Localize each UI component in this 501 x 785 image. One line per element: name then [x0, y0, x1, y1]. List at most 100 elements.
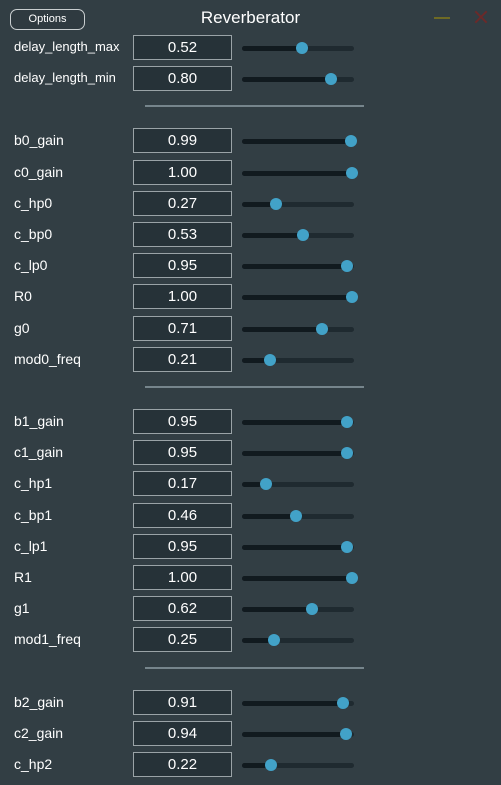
options-button[interactable]: Options — [10, 9, 85, 30]
param-row: delay_length_max 0.52 — [0, 34, 501, 65]
slider-thumb[interactable] — [296, 42, 309, 54]
param-row: g0 0.71 — [0, 315, 501, 346]
param-slider[interactable] — [242, 198, 354, 210]
slider-thumb[interactable] — [264, 759, 277, 771]
param-row: delay_length_min 0.80 — [0, 65, 501, 96]
param-slider[interactable] — [242, 291, 358, 303]
slider-fill — [242, 233, 302, 238]
param-value-field[interactable]: 0.17 — [133, 471, 232, 496]
param-label: c1_gain — [14, 444, 64, 460]
slider-thumb[interactable] — [340, 260, 353, 272]
param-value-field[interactable]: 0.25 — [133, 627, 232, 652]
slider-track — [242, 638, 354, 643]
param-slider[interactable] — [242, 697, 354, 709]
slider-thumb[interactable] — [339, 728, 352, 740]
minimize-icon[interactable] — [434, 17, 450, 19]
param-value-field[interactable]: 0.21 — [133, 347, 232, 372]
param-slider[interactable] — [242, 759, 354, 771]
param-value-field[interactable]: 0.52 — [133, 35, 232, 60]
param-row: R0 1.00 — [0, 283, 501, 314]
param-value-field[interactable]: 0.94 — [133, 721, 232, 746]
slider-thumb[interactable] — [259, 478, 272, 490]
param-value-field[interactable]: 0.80 — [133, 66, 232, 91]
param-value-field[interactable]: 1.00 — [133, 160, 232, 185]
slider-thumb[interactable] — [289, 510, 302, 522]
param-value-field[interactable]: 1.00 — [133, 565, 232, 590]
param-slider[interactable] — [242, 260, 354, 272]
param-row: mod0_freq 0.21 — [0, 346, 501, 377]
slider-fill — [242, 77, 332, 82]
param-slider[interactable] — [242, 510, 354, 522]
param-slider[interactable] — [242, 478, 354, 490]
slider-fill — [242, 327, 322, 332]
param-slider[interactable] — [242, 603, 354, 615]
slider-thumb[interactable] — [340, 447, 353, 459]
param-value-field[interactable]: 0.95 — [133, 409, 232, 434]
param-slider[interactable] — [242, 572, 358, 584]
param-label: c_lp0 — [14, 257, 48, 273]
slider-thumb[interactable] — [340, 416, 353, 428]
slider-thumb[interactable] — [340, 541, 353, 553]
param-value-field[interactable]: 1.00 — [133, 284, 232, 309]
param-slider[interactable] — [242, 135, 357, 147]
close-icon[interactable] — [472, 8, 490, 26]
param-slider[interactable] — [242, 416, 354, 428]
param-value-field[interactable]: 0.46 — [133, 503, 232, 528]
slider-thumb[interactable] — [336, 697, 349, 709]
param-label: b1_gain — [14, 413, 64, 429]
param-row: c_lp1 0.95 — [0, 533, 501, 564]
param-row: g1 0.62 — [0, 595, 501, 626]
param-label: b0_gain — [14, 132, 64, 148]
param-value-field[interactable]: 0.27 — [133, 191, 232, 216]
param-value-field[interactable]: 0.95 — [133, 253, 232, 278]
slider-thumb[interactable] — [270, 198, 283, 210]
param-value-field[interactable]: 0.71 — [133, 316, 232, 341]
slider-thumb[interactable] — [315, 323, 328, 335]
param-slider[interactable] — [242, 73, 354, 85]
param-value-field[interactable]: 0.95 — [133, 440, 232, 465]
param-value-field[interactable]: 0.91 — [133, 690, 232, 715]
param-label: c_lp1 — [14, 538, 48, 554]
param-label: g0 — [14, 320, 30, 336]
slider-thumb[interactable] — [325, 73, 338, 85]
param-slider[interactable] — [242, 541, 354, 553]
slider-thumb[interactable] — [346, 291, 358, 303]
param-row: b2_gain 0.91 — [0, 689, 501, 720]
param-row: b1_gain 0.95 — [0, 408, 501, 439]
group-divider — [145, 105, 364, 108]
slider-track — [242, 482, 354, 487]
slider-thumb[interactable] — [306, 603, 319, 615]
param-slider[interactable] — [242, 447, 354, 459]
param-slider[interactable] — [242, 354, 354, 366]
window-title: Reverberator — [200, 8, 301, 27]
slider-thumb[interactable] — [346, 572, 358, 584]
param-slider[interactable] — [242, 728, 354, 740]
slider-thumb[interactable] — [346, 167, 358, 179]
param-row: c2_gain 0.94 — [0, 720, 501, 751]
param-slider[interactable] — [242, 634, 354, 646]
param-slider[interactable] — [242, 167, 358, 179]
param-value-field[interactable]: 0.99 — [133, 128, 232, 153]
param-value-field[interactable]: 0.22 — [133, 752, 232, 777]
slider-thumb[interactable] — [344, 135, 357, 147]
param-label: c_bp1 — [14, 507, 53, 523]
slider-thumb[interactable] — [297, 229, 310, 241]
param-value-field[interactable]: 0.53 — [133, 222, 232, 247]
slider-fill — [242, 420, 349, 425]
slider-thumb[interactable] — [268, 634, 280, 646]
param-label: delay_length_max — [14, 39, 120, 54]
param-value-field[interactable]: 0.95 — [133, 534, 232, 559]
parameter-list[interactable]: delay_length_max 0.52 delay_length_min 0.80… — [0, 34, 501, 785]
param-slider[interactable] — [242, 323, 354, 335]
param-slider[interactable] — [242, 42, 354, 54]
param-value-field[interactable]: 0.62 — [133, 596, 232, 621]
slider-track — [242, 763, 354, 768]
param-slider[interactable] — [242, 229, 354, 241]
param-label: R0 — [14, 288, 32, 304]
param-row: c_hp2 0.22 — [0, 751, 501, 782]
param-label: b2_gain — [14, 694, 64, 710]
param-row: c_bp0 0.53 — [0, 221, 501, 252]
slider-thumb[interactable] — [263, 354, 276, 366]
param-row: b0_gain 0.99 — [0, 127, 501, 158]
param-row: mod1_freq 0.25 — [0, 626, 501, 657]
